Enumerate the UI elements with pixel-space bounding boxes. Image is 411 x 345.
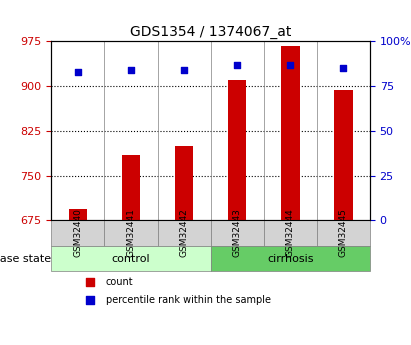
Point	[181, 67, 187, 73]
Bar	[281, 46, 300, 220]
FancyBboxPatch shape	[210, 246, 370, 271]
Text: GSM32444: GSM32444	[286, 209, 295, 257]
Bar	[175, 146, 194, 220]
Text: GSM32443: GSM32443	[233, 208, 242, 257]
Point	[86, 297, 93, 303]
Bar	[334, 90, 353, 220]
Text: cirrhosis: cirrhosis	[267, 254, 314, 264]
Point	[86, 279, 93, 285]
FancyBboxPatch shape	[317, 220, 370, 246]
FancyBboxPatch shape	[51, 246, 210, 271]
Point	[340, 66, 346, 71]
Point	[128, 67, 134, 73]
Text: disease state: disease state	[0, 254, 51, 264]
FancyBboxPatch shape	[157, 220, 210, 246]
Title: GDS1354 / 1374067_at: GDS1354 / 1374067_at	[130, 25, 291, 39]
Point	[287, 62, 293, 67]
Bar	[122, 155, 140, 220]
FancyBboxPatch shape	[264, 220, 317, 246]
Point	[75, 69, 81, 75]
Text: control: control	[112, 254, 150, 264]
Bar	[69, 209, 87, 220]
Text: GSM32441: GSM32441	[127, 208, 136, 257]
Text: GSM32442: GSM32442	[180, 209, 189, 257]
Text: count: count	[106, 277, 133, 287]
FancyBboxPatch shape	[210, 220, 264, 246]
Point	[234, 62, 240, 67]
Text: GSM32445: GSM32445	[339, 208, 348, 257]
Text: percentile rank within the sample: percentile rank within the sample	[106, 295, 270, 305]
FancyBboxPatch shape	[104, 220, 157, 246]
Text: GSM32440: GSM32440	[74, 208, 83, 257]
FancyBboxPatch shape	[51, 220, 104, 246]
Bar	[228, 80, 247, 220]
